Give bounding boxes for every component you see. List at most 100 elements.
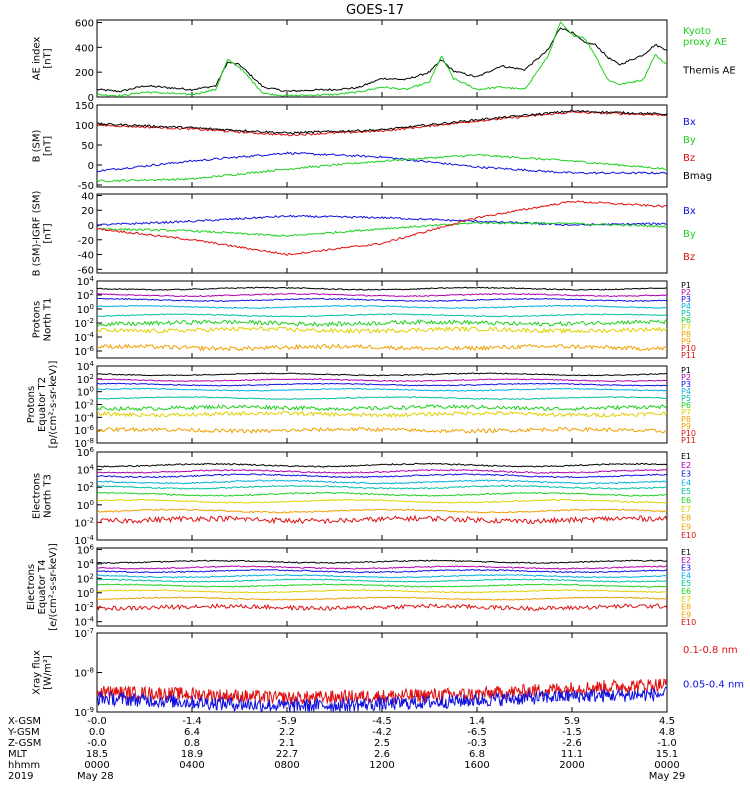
- y-tick-label: 10-8: [74, 667, 94, 680]
- legend-entry: E3: [681, 564, 691, 573]
- series-e7: [97, 589, 667, 594]
- x-tick-value: -4.5: [372, 716, 392, 727]
- legend-entry: E4: [681, 478, 691, 487]
- x-tick-value: -4.2: [372, 727, 392, 738]
- legend-entry: E10: [681, 531, 696, 540]
- series-e8: [97, 508, 667, 514]
- x-tick-value: 1.4: [469, 716, 485, 727]
- legend-entry: E5: [681, 579, 691, 588]
- y-tick-label: 10-8: [74, 437, 94, 450]
- legend-entry: proxy AE: [683, 37, 727, 48]
- y-axis-label-line: Electrons: [32, 473, 43, 519]
- series-e7: [97, 498, 667, 504]
- x-tick-value: 0.0: [89, 727, 105, 738]
- x-tick-value: -1.4: [182, 716, 202, 727]
- legend-entry: Kyoto: [683, 26, 711, 37]
- y-tick-label: 10-4: [74, 411, 94, 424]
- series-e2: [97, 565, 667, 570]
- legend-entry: E9: [681, 522, 691, 531]
- y-tick-label: 0: [88, 161, 94, 172]
- series-e9: [97, 514, 667, 525]
- legend-entry: E6: [681, 496, 691, 505]
- legend-entry: P10: [681, 429, 696, 438]
- x-tick-value: 4.8: [659, 727, 675, 738]
- series-group: [97, 678, 667, 712]
- series-bz: [97, 111, 667, 137]
- y-axis-label: Xray flux [W/m²]: [32, 650, 54, 695]
- y-tick-label: 102: [77, 289, 94, 302]
- legend-entry: P9: [681, 422, 691, 431]
- panel-electrons_t4: Electrons Equator T4 [e/(cm²-s-sr-keV)] 106…: [26, 543, 696, 631]
- legend-entry: E7: [681, 595, 691, 604]
- series-e4: [97, 574, 667, 579]
- y-tick-label: 10-2: [74, 516, 94, 529]
- legend-entry: E2: [681, 556, 691, 565]
- panel-electrons_t3: Electrons North T310610410210010-210-4E1E…: [32, 446, 697, 547]
- series-group: [97, 21, 667, 97]
- legend-entry: 0.1-0.8 nm: [683, 645, 738, 656]
- series-p8: [97, 343, 667, 352]
- y-axis-label-line: [nT]: [43, 136, 54, 156]
- legend-entry: P7: [681, 323, 691, 332]
- x-tick-value: 0000: [654, 760, 679, 771]
- series-group: [97, 559, 667, 612]
- x-tick-value: 6.4: [184, 727, 200, 738]
- series-group: [97, 109, 667, 183]
- y-axis-label-line: [nT]: [43, 48, 54, 68]
- y-axis-label-line: Protons: [26, 386, 37, 423]
- x-tick-value: 15.1: [656, 749, 678, 760]
- series-p3: [97, 297, 667, 303]
- x-tick-value: -1.5: [562, 727, 582, 738]
- y-tick-label: 0: [88, 93, 94, 104]
- legend-entry: E9: [681, 610, 691, 619]
- y-tick-label: 10-7: [74, 627, 94, 640]
- y-tick-label: 104: [77, 558, 95, 571]
- x-tick-value: 0.8: [184, 738, 200, 749]
- x-tick-value: 22.7: [276, 749, 298, 760]
- y-tick-label: 0: [88, 221, 94, 232]
- series-p5: [97, 313, 667, 318]
- series-group: [97, 286, 667, 352]
- x-tick-value: 5.9: [564, 716, 580, 727]
- legend-entry: Bz: [683, 153, 695, 164]
- y-axis-label: Protons Equator T2 [p/(cm²-s-sr-keV)]: [26, 361, 59, 449]
- series-group: [97, 200, 667, 256]
- x-tick-value: May 29: [649, 771, 686, 782]
- panel-frame: [96, 193, 668, 274]
- y-axis-label: B (SM)-IGRF (SM) [nT]: [32, 191, 54, 277]
- series-e1: [97, 559, 667, 564]
- y-tick-label: 10-2: [74, 317, 94, 330]
- legend-entry: P11: [681, 436, 696, 445]
- legend-entry: E3: [681, 470, 691, 479]
- x-tick-value: 1200: [369, 760, 394, 771]
- legend-entry: P1: [681, 366, 691, 375]
- series-p8: [97, 426, 667, 435]
- series-e9: [97, 602, 667, 612]
- x-tick-value: -5.9: [277, 716, 297, 727]
- series-e8: [97, 596, 667, 601]
- legend-entry: E8: [681, 603, 691, 612]
- y-tick-label: 100: [77, 499, 94, 512]
- legend-entry: P2: [681, 288, 691, 297]
- y-axis-label-line: B (SM): [32, 129, 43, 162]
- y-tick-label: 104: [77, 360, 95, 373]
- x-tick-value: 0400: [179, 760, 204, 771]
- y-axis-label-line: AE index: [32, 37, 43, 81]
- series-0-05-0-4-nm: [97, 686, 667, 712]
- x-tick-value: 2.1: [279, 738, 295, 749]
- y-tick-label: 102: [77, 373, 94, 386]
- x-row-label: MLT: [8, 749, 28, 760]
- y-tick-label: 600: [75, 18, 94, 29]
- series-e3: [97, 569, 667, 574]
- x-tick-value: -0.0: [87, 716, 107, 727]
- y-axis-label-line: [e/(cm²-s-sr-keV)]: [48, 543, 59, 631]
- y-tick-label: 10-4: [74, 616, 94, 629]
- series-kyoto-proxy-ae: [97, 21, 667, 97]
- y-tick-label: 50: [81, 141, 94, 152]
- series-group: [97, 372, 667, 435]
